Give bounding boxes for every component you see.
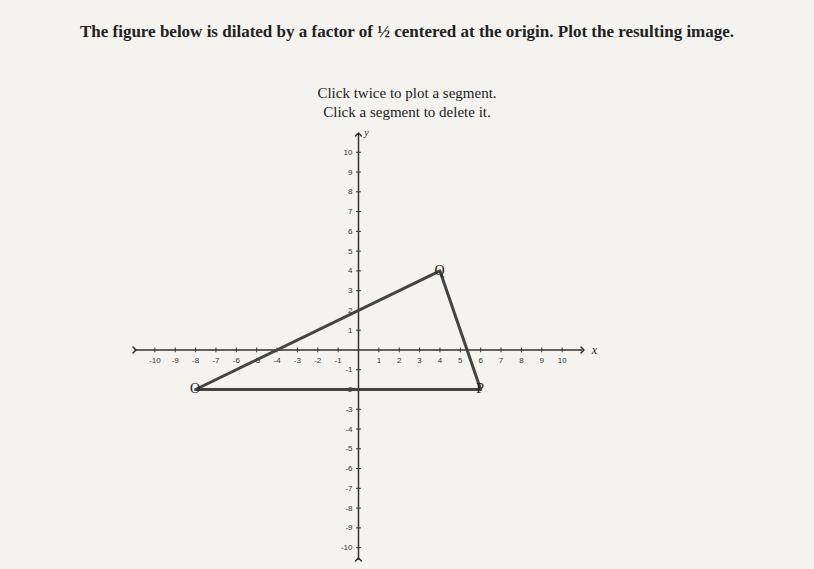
svg-text:-5: -5 xyxy=(345,444,353,453)
html-text:The figure below is dilated by: The figure below is dilated by a factor … xyxy=(79,22,735,41)
svg-text:9: 9 xyxy=(540,356,545,365)
svg-text:-8: -8 xyxy=(192,356,200,365)
svg-text:-4: -4 xyxy=(345,425,353,434)
svg-text:10: 10 xyxy=(344,148,353,157)
svg-text:9: 9 xyxy=(348,168,353,177)
svg-text:x: x xyxy=(591,343,598,357)
svg-text:-2: -2 xyxy=(314,356,322,365)
svg-text:-6: -6 xyxy=(345,464,353,473)
svg-text:-10: -10 xyxy=(341,543,353,552)
svg-text:8: 8 xyxy=(519,356,524,365)
svg-text:6: 6 xyxy=(478,356,483,365)
svg-text:4: 4 xyxy=(438,356,443,365)
svg-text:5: 5 xyxy=(348,247,353,256)
svg-text:3: 3 xyxy=(348,286,353,295)
svg-text:6: 6 xyxy=(348,227,353,236)
svg-text:P: P xyxy=(476,381,484,396)
svg-text:5: 5 xyxy=(458,356,463,365)
svg-text:7: 7 xyxy=(499,356,504,365)
svg-text:O: O xyxy=(190,381,200,396)
svg-text:-8: -8 xyxy=(345,504,353,513)
svg-text:-7: -7 xyxy=(345,484,353,493)
svg-text:8: 8 xyxy=(348,187,353,196)
svg-text:3: 3 xyxy=(417,356,422,365)
svg-text:-9: -9 xyxy=(172,356,180,365)
svg-text:-6: -6 xyxy=(233,356,241,365)
svg-text:-4: -4 xyxy=(273,356,281,365)
svg-text:Q: Q xyxy=(434,263,444,278)
svg-text:10: 10 xyxy=(558,356,567,365)
svg-text:-1: -1 xyxy=(335,356,343,365)
svg-text:-3: -3 xyxy=(345,405,353,414)
svg-text:-1: -1 xyxy=(345,365,353,374)
svg-text:-9: -9 xyxy=(345,523,353,532)
svg-text:-3: -3 xyxy=(294,356,302,365)
svg-text:2: 2 xyxy=(397,356,402,365)
svg-text:-7: -7 xyxy=(212,356,220,365)
svg-text:4: 4 xyxy=(348,266,353,275)
svg-text:2: 2 xyxy=(348,306,353,315)
svg-text:1: 1 xyxy=(377,356,382,365)
html-text:Click twice to plot a segment.: Click twice to plot a segment. xyxy=(317,85,497,101)
html-text:Click a segment to delete it.: Click a segment to delete it. xyxy=(323,104,491,120)
svg-text:7: 7 xyxy=(348,207,353,216)
svg-text:y: y xyxy=(363,127,369,138)
svg-text:1: 1 xyxy=(348,326,353,335)
svg-text:-2: -2 xyxy=(345,385,353,395)
svg-text:-10: -10 xyxy=(149,356,161,365)
